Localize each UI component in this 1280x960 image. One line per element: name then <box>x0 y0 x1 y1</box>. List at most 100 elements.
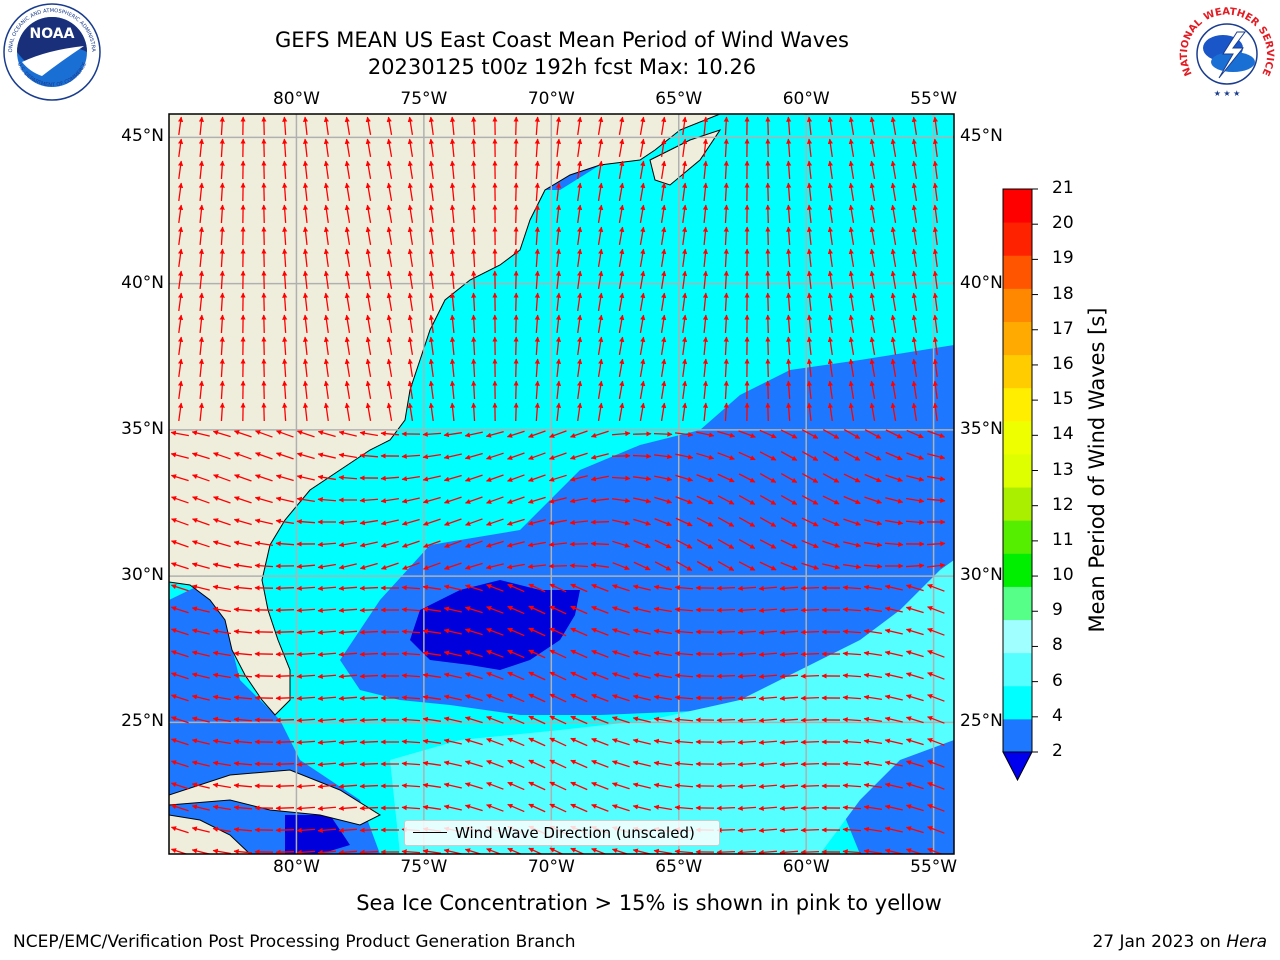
direction-arrow <box>702 248 709 268</box>
direction-arrow <box>485 452 504 460</box>
direction-arrow <box>428 270 434 290</box>
direction-arrow <box>338 695 358 701</box>
direction-arrow <box>275 518 294 525</box>
direction-arrow <box>800 673 820 679</box>
direction-arrow <box>618 270 625 289</box>
direction-arrow <box>806 402 813 422</box>
direction-arrow <box>428 116 434 136</box>
direction-arrow <box>702 336 709 356</box>
direction-arrow <box>885 519 904 526</box>
direction-arrow <box>682 204 688 224</box>
direction-arrow <box>555 314 562 334</box>
direction-arrow <box>822 428 840 440</box>
direction-arrow <box>282 226 288 246</box>
direction-arrow <box>590 562 610 569</box>
direction-arrow <box>428 314 434 334</box>
direction-arrow <box>338 430 357 437</box>
direction-arrow <box>449 248 456 268</box>
direction-arrow <box>170 672 189 680</box>
direction-arrow <box>443 782 462 789</box>
direction-arrow <box>827 248 833 268</box>
direction-arrow <box>486 694 504 702</box>
footer-left: NCEP/EMC/Verification Post Processing Pr… <box>13 932 576 952</box>
direction-arrow <box>806 138 813 158</box>
direction-arrow <box>869 138 876 157</box>
direction-arrow <box>577 138 583 158</box>
direction-arrow <box>932 204 939 224</box>
direction-arrow <box>443 453 462 460</box>
direction-arrow <box>632 672 651 679</box>
direction-arrow <box>682 402 688 422</box>
direction-arrow <box>674 805 694 811</box>
direction-arrow <box>801 517 819 527</box>
direction-arrow <box>534 402 540 422</box>
direction-arrow <box>869 292 876 311</box>
direction-arrow <box>191 540 210 548</box>
direction-arrow <box>317 430 336 438</box>
direction-arrow <box>932 160 939 180</box>
direction-arrow <box>717 560 735 572</box>
colorbar-label-16: 21 <box>1052 178 1074 198</box>
direction-arrow <box>863 760 882 766</box>
direction-arrow <box>611 738 630 746</box>
direction-arrow <box>801 539 819 549</box>
colorbar-swatch-15 <box>1003 222 1032 256</box>
direction-arrow <box>570 671 588 681</box>
direction-arrow <box>591 672 609 680</box>
direction-arrow <box>806 116 813 136</box>
direction-arrow <box>674 739 694 745</box>
direction-arrow <box>428 336 434 356</box>
direction-arrow <box>549 693 567 703</box>
direction-arrow <box>534 380 540 400</box>
direction-arrow <box>827 226 833 246</box>
direction-arrow <box>380 519 399 526</box>
direction-arrow <box>612 540 631 548</box>
direction-arrow <box>407 160 414 179</box>
direction-arrow <box>401 849 421 854</box>
direction-arrow <box>465 518 483 526</box>
direction-arrow <box>422 848 441 854</box>
direction-arrow <box>639 402 646 421</box>
colorbar-label-3: 8 <box>1052 635 1063 656</box>
direction-arrow <box>848 292 855 311</box>
direction-arrow <box>570 781 588 791</box>
direction-arrow <box>702 138 709 158</box>
direction-arrow <box>779 783 799 789</box>
direction-arrow <box>233 673 253 679</box>
direction-arrow <box>407 226 414 245</box>
direction-arrow <box>786 402 792 422</box>
direction-arrow <box>471 314 477 334</box>
direction-arrow <box>779 651 799 657</box>
direction-arrow <box>869 160 876 179</box>
direction-arrow <box>386 248 393 267</box>
lon-label-top-3: 65°W <box>655 89 703 109</box>
direction-arrow <box>302 358 309 378</box>
direction-arrow <box>890 314 897 333</box>
direction-arrow <box>344 358 351 377</box>
direction-arrow <box>675 453 694 460</box>
direction-arrow <box>534 314 540 334</box>
direction-arrow <box>344 292 351 311</box>
direction-arrow <box>282 402 288 422</box>
direction-arrow <box>198 138 205 158</box>
direction-arrow <box>738 451 756 461</box>
direction-arrow <box>302 226 309 246</box>
direction-arrow <box>549 803 567 813</box>
direction-arrow <box>344 160 351 179</box>
direction-arrow <box>702 358 709 378</box>
direction-arrow <box>275 739 295 745</box>
direction-arrow <box>842 783 862 789</box>
direction-arrow <box>275 695 295 701</box>
direction-arrow <box>890 160 897 179</box>
direction-arrow <box>233 562 252 568</box>
direction-arrow <box>486 650 504 658</box>
direction-arrow <box>869 226 876 245</box>
direction-arrow <box>827 336 833 356</box>
direction-arrow <box>443 496 462 504</box>
direction-arrow <box>848 336 855 355</box>
direction-arrow <box>569 563 589 569</box>
direction-arrow <box>765 182 771 202</box>
direction-arrow <box>212 738 231 745</box>
direction-arrow <box>507 715 525 725</box>
direction-arrow <box>611 498 631 504</box>
